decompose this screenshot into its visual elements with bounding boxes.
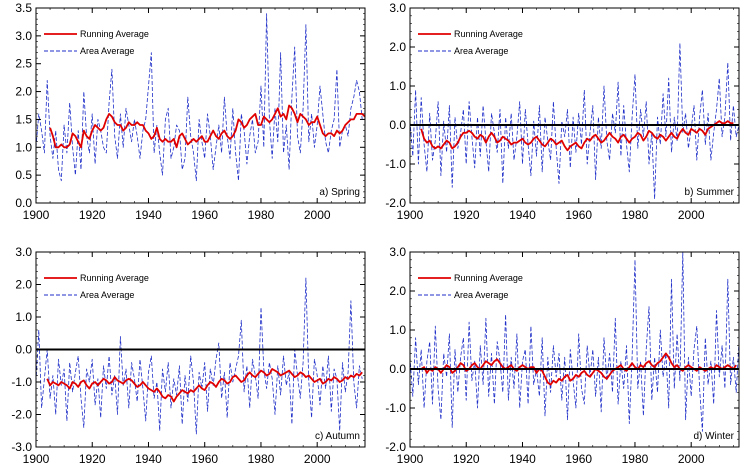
y-tick-label-spring: 1.0 bbox=[15, 140, 32, 154]
legend-label-area-average: Area Average bbox=[454, 290, 508, 300]
x-tick-label-winter: 1920 bbox=[453, 452, 480, 466]
y-tick-label-spring: 1.5 bbox=[15, 112, 32, 126]
y-tick-label-winter: 0.0 bbox=[389, 362, 406, 376]
y-tick-label-autumn: -1.0 bbox=[11, 375, 32, 389]
x-tick-label-spring: 1920 bbox=[79, 208, 106, 222]
y-tick-label-spring: 3.5 bbox=[15, 1, 32, 15]
area-average-line-autumn bbox=[36, 277, 363, 435]
y-tick-label-summer: 1.0 bbox=[389, 79, 406, 93]
plot-frame-spring bbox=[35, 7, 366, 204]
y-tick-label-summer: -2.0 bbox=[385, 196, 406, 210]
x-tick-label-spring: 1980 bbox=[248, 208, 275, 222]
legend-label-area-average: Area Average bbox=[80, 46, 134, 56]
x-tick-label-winter: 2000 bbox=[678, 452, 705, 466]
legend-label-running-average: Running Average bbox=[454, 273, 523, 283]
panel-spring: 0.0 0.5 1.0 1.5 2.0 2.5 3.0 3.5 1900 1920 1940 1960… bbox=[15, 1, 366, 222]
legend-label-area-average: Area Average bbox=[80, 290, 134, 300]
x-tick-label-summer: 2000 bbox=[678, 208, 705, 222]
y-tick-label-winter: -1.0 bbox=[385, 401, 406, 415]
panel-summer: -2.0 -1.0 0.0 1.0 2.0 3.0 1900 1920 1940 1960 1980… bbox=[385, 1, 740, 222]
running-average-line-autumn bbox=[46, 368, 363, 403]
running-average-line-spring bbox=[49, 104, 365, 149]
y-tick-label-spring: 0.0 bbox=[15, 196, 32, 210]
x-tick-label-spring: 1940 bbox=[135, 208, 162, 222]
legend-label-running-average: Running Average bbox=[454, 29, 523, 39]
plot-area-autumn bbox=[36, 277, 363, 435]
y-tick-label-winter: 3.0 bbox=[389, 245, 406, 259]
x-tick-label-autumn: 1940 bbox=[135, 452, 162, 466]
legend-spring: Running Average Area Average bbox=[44, 29, 149, 56]
x-tick-label-spring: 1900 bbox=[23, 208, 50, 222]
legend-autumn: Running Average Area Average bbox=[44, 273, 149, 300]
x-tick-label-summer: 1980 bbox=[622, 208, 649, 222]
x-tick-label-summer: 1920 bbox=[453, 208, 480, 222]
x-tick-label-spring: 2000 bbox=[304, 208, 331, 222]
panel-label-summer: b) Summer bbox=[685, 187, 735, 198]
x-tick-label-autumn: 1920 bbox=[79, 452, 106, 466]
x-tick-label-autumn: 1900 bbox=[23, 452, 50, 466]
y-tick-label-autumn: 0.0 bbox=[15, 343, 32, 357]
y-tick-label-autumn: 1.0 bbox=[15, 310, 32, 324]
y-tick-label-spring: 2.5 bbox=[15, 57, 32, 71]
y-tick-label-spring: 0.5 bbox=[15, 168, 32, 182]
x-tick-label-summer: 1900 bbox=[397, 208, 424, 222]
plot-frame-summer bbox=[409, 7, 740, 204]
x-tick-label-winter: 1980 bbox=[622, 452, 649, 466]
area-average-line-spring bbox=[36, 13, 363, 182]
y-tick-label-autumn: 2.0 bbox=[15, 278, 32, 292]
plot-area-spring bbox=[36, 13, 365, 182]
x-tick-label-winter: 1940 bbox=[509, 452, 536, 466]
x-tick-label-spring: 1960 bbox=[191, 208, 218, 222]
legend-label-running-average: Running Average bbox=[80, 273, 149, 283]
legend-winter: Running Average Area Average bbox=[418, 273, 523, 300]
x-tick-label-winter: 1900 bbox=[397, 452, 424, 466]
running-average-line-summer bbox=[420, 120, 734, 152]
legend-summer: Running Average Area Average bbox=[418, 29, 523, 56]
y-tick-label-winter: 2.0 bbox=[389, 284, 406, 298]
x-tick-label-autumn: 1980 bbox=[248, 452, 275, 466]
panel-label-winter: d) Winter bbox=[693, 431, 734, 442]
panel-autumn: -3.0 -2.0 -1.0 0.0 1.0 2.0 3.0 1900 1920 1940 1960… bbox=[11, 245, 366, 466]
plot-frame-winter bbox=[409, 251, 740, 448]
legend-label-running-average: Running Average bbox=[80, 29, 149, 39]
y-tick-label-autumn: -2.0 bbox=[11, 408, 32, 422]
area-average-line-summer bbox=[410, 42, 739, 200]
y-tick-label-summer: 0.0 bbox=[389, 118, 406, 132]
legend-label-area-average: Area Average bbox=[454, 46, 508, 56]
y-tick-label-summer: 2.0 bbox=[389, 40, 406, 54]
x-tick-label-summer: 1960 bbox=[565, 208, 592, 222]
y-tick-label-spring: 2.0 bbox=[15, 85, 32, 99]
y-tick-label-winter: 1.0 bbox=[389, 323, 406, 337]
x-tick-label-autumn: 2000 bbox=[304, 452, 331, 466]
plot-area-summer bbox=[410, 42, 739, 200]
x-tick-label-winter: 1960 bbox=[565, 452, 592, 466]
y-tick-label-summer: -1.0 bbox=[385, 157, 406, 171]
y-tick-label-summer: 3.0 bbox=[389, 1, 406, 15]
y-tick-label-spring: 3.0 bbox=[15, 29, 32, 43]
panel-label-autumn: c) Autumn bbox=[315, 431, 360, 442]
x-tick-label-autumn: 1960 bbox=[191, 452, 218, 466]
y-tick-label-winter: -2.0 bbox=[385, 440, 406, 454]
x-tick-label-summer: 1940 bbox=[509, 208, 536, 222]
y-tick-label-autumn: -3.0 bbox=[11, 440, 32, 454]
panel-winter: -2.0 -1.0 0.0 1.0 2.0 3.0 1900 1920 1940 1960 1980… bbox=[385, 245, 740, 466]
y-tick-label-autumn: 3.0 bbox=[15, 245, 32, 259]
panel-label-spring: a) Spring bbox=[319, 187, 360, 198]
